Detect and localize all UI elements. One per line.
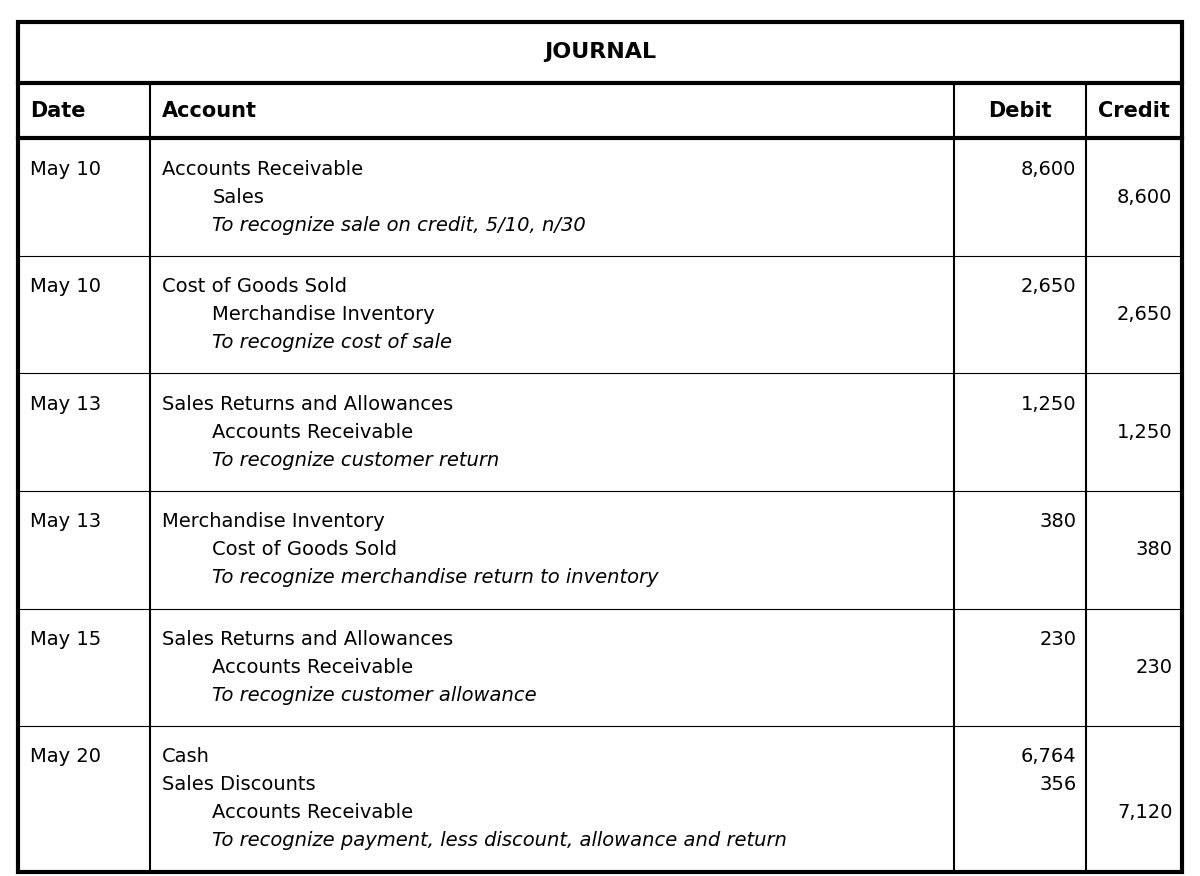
Text: Accounts Receivable: Accounts Receivable	[162, 159, 364, 179]
Text: Sales Discounts: Sales Discounts	[162, 775, 316, 795]
Text: 1,250: 1,250	[1117, 423, 1172, 442]
Text: 6,764: 6,764	[1021, 747, 1076, 766]
Text: Accounts Receivable: Accounts Receivable	[212, 803, 414, 823]
Text: Account: Account	[162, 101, 257, 121]
Text: Merchandise Inventory: Merchandise Inventory	[162, 512, 385, 531]
Text: 7,120: 7,120	[1117, 803, 1172, 823]
Text: May 13: May 13	[30, 512, 101, 531]
Text: 230: 230	[1039, 630, 1076, 649]
Text: Accounts Receivable: Accounts Receivable	[212, 658, 414, 677]
Text: May 10: May 10	[30, 159, 101, 179]
Text: 1,250: 1,250	[1021, 395, 1076, 413]
Text: To recognize cost of sale: To recognize cost of sale	[212, 333, 452, 352]
Text: Sales Returns and Allowances: Sales Returns and Allowances	[162, 630, 454, 649]
Text: 380: 380	[1039, 512, 1076, 531]
Text: JOURNAL: JOURNAL	[544, 43, 656, 62]
Text: May 20: May 20	[30, 747, 101, 766]
Text: Cash: Cash	[162, 747, 210, 766]
Text: 8,600: 8,600	[1117, 187, 1172, 207]
Text: To recognize sale on credit, 5/10, n/30: To recognize sale on credit, 5/10, n/30	[212, 215, 586, 235]
Text: 380: 380	[1135, 540, 1172, 559]
Text: Date: Date	[30, 101, 85, 121]
Text: To recognize payment, less discount, allowance and return: To recognize payment, less discount, all…	[212, 831, 787, 851]
Text: To recognize customer allowance: To recognize customer allowance	[212, 686, 538, 705]
Text: Cost of Goods Sold: Cost of Goods Sold	[212, 540, 397, 559]
Text: May 13: May 13	[30, 395, 101, 413]
Text: Accounts Receivable: Accounts Receivable	[212, 423, 414, 442]
Text: Cost of Goods Sold: Cost of Goods Sold	[162, 277, 347, 296]
Text: Credit: Credit	[1098, 101, 1170, 121]
Text: 356: 356	[1039, 775, 1076, 795]
Text: 2,650: 2,650	[1021, 277, 1076, 296]
Text: Merchandise Inventory: Merchandise Inventory	[212, 305, 436, 324]
Text: To recognize merchandise return to inventory: To recognize merchandise return to inven…	[212, 569, 659, 587]
Text: Sales: Sales	[212, 187, 264, 207]
Text: Sales Returns and Allowances: Sales Returns and Allowances	[162, 395, 454, 413]
Text: 230: 230	[1135, 658, 1172, 677]
Text: May 15: May 15	[30, 630, 101, 649]
Text: 2,650: 2,650	[1117, 305, 1172, 324]
Text: May 10: May 10	[30, 277, 101, 296]
Text: 8,600: 8,600	[1021, 159, 1076, 179]
Text: To recognize customer return: To recognize customer return	[212, 450, 499, 470]
Text: Debit: Debit	[988, 101, 1052, 121]
